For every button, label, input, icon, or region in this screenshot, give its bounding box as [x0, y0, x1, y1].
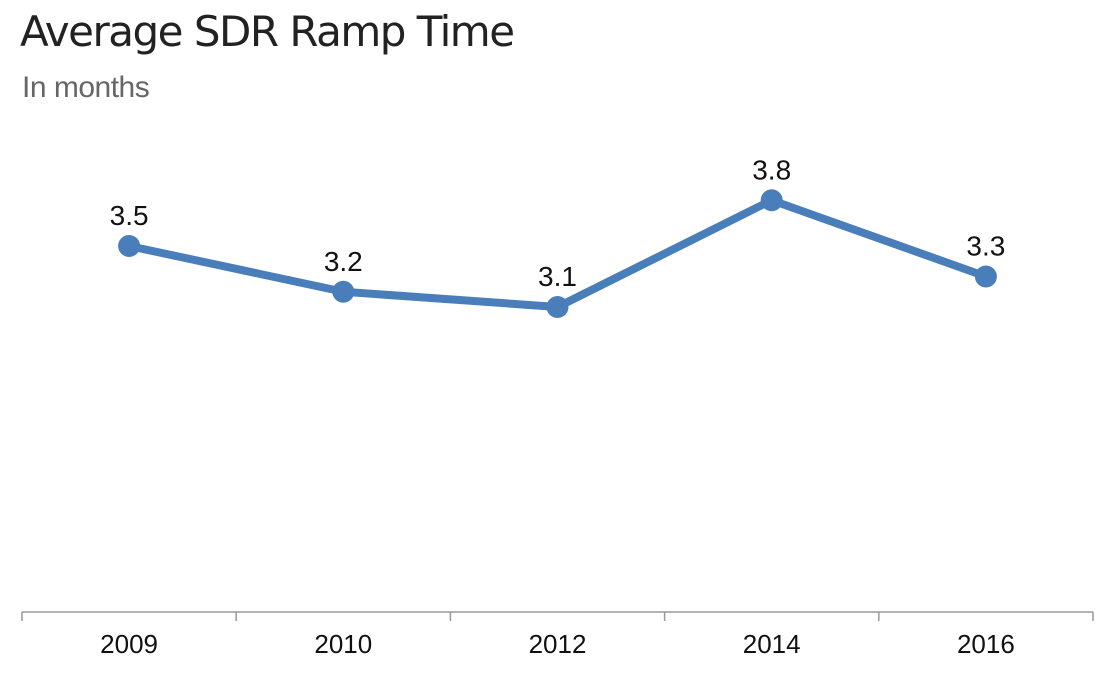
x-tick-label: 2014: [743, 629, 801, 659]
data-point: [118, 235, 141, 257]
data-label: 3.8: [752, 154, 791, 185]
data-point: [546, 296, 569, 318]
chart-subtitle: In months: [22, 71, 150, 104]
x-axis: [21, 611, 1094, 621]
data-points: [118, 189, 997, 318]
x-tick-label: 2009: [100, 629, 158, 659]
data-label: 3.1: [538, 261, 577, 292]
x-tick-label: 2016: [957, 629, 1015, 659]
data-label: 3.2: [324, 246, 363, 277]
data-label: 3.3: [966, 231, 1005, 262]
data-label: 3.5: [110, 200, 149, 231]
chart-title: Average SDR Ramp Time: [20, 7, 515, 56]
data-labels: 3.5 3.2 3.1 3.8 3.3: [110, 154, 1006, 292]
x-tick-label: 2012: [529, 629, 587, 659]
x-tick-labels: 2009 2010 2012 2014 2016: [100, 629, 1015, 659]
data-point: [974, 265, 997, 288]
data-point: [332, 280, 355, 303]
data-point: [760, 189, 783, 212]
x-tick-label: 2010: [314, 629, 372, 659]
